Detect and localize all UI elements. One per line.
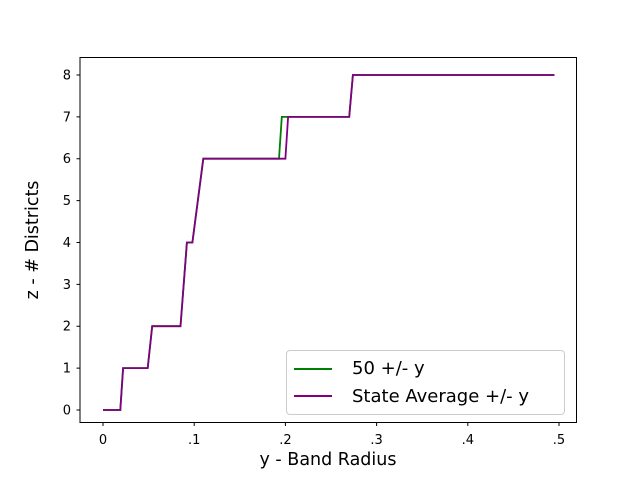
y-axis-label: z - # Districts bbox=[23, 181, 43, 300]
series-line-purple bbox=[103, 74, 555, 411]
x-axis-label: y - Band Radius bbox=[260, 450, 397, 470]
legend-label-state-average: State Average +/- y bbox=[352, 385, 530, 407]
legend-line-sample-green bbox=[294, 367, 332, 370]
y-tick-label: 1 bbox=[63, 362, 71, 377]
y-tick-label: 4 bbox=[63, 236, 71, 251]
x-tick-label: .3 bbox=[370, 433, 382, 448]
y-tick-label: 5 bbox=[63, 194, 71, 209]
x-tick-label: 0 bbox=[99, 433, 107, 448]
y-tick-label: 8 bbox=[63, 68, 71, 83]
y-tick-label: 3 bbox=[63, 278, 71, 293]
y-tick-label: 6 bbox=[63, 152, 71, 167]
legend-item-50: 50 +/- y bbox=[294, 358, 556, 379]
legend-label-50: 50 +/- y bbox=[352, 358, 425, 380]
y-tick-label: 2 bbox=[63, 320, 71, 335]
x-tick-label: .4 bbox=[462, 433, 474, 448]
plot-border bbox=[79, 57, 577, 423]
x-tick-label: .1 bbox=[188, 433, 200, 448]
axis-ticks: 0 .1 .2 .3 .4 .5 0 1 2 3 4 5 6 7 8 bbox=[63, 68, 565, 448]
legend-item-state-average: State Average +/- y bbox=[294, 386, 556, 407]
series-lines bbox=[103, 74, 555, 411]
x-tick-label: .2 bbox=[279, 433, 291, 448]
y-tick-label: 0 bbox=[63, 403, 71, 418]
legend-line-sample-purple bbox=[294, 395, 332, 398]
y-tick-label: 7 bbox=[63, 110, 71, 125]
legend: 50 +/- y State Average +/- y bbox=[286, 350, 565, 415]
x-tick-label: .5 bbox=[553, 433, 565, 448]
